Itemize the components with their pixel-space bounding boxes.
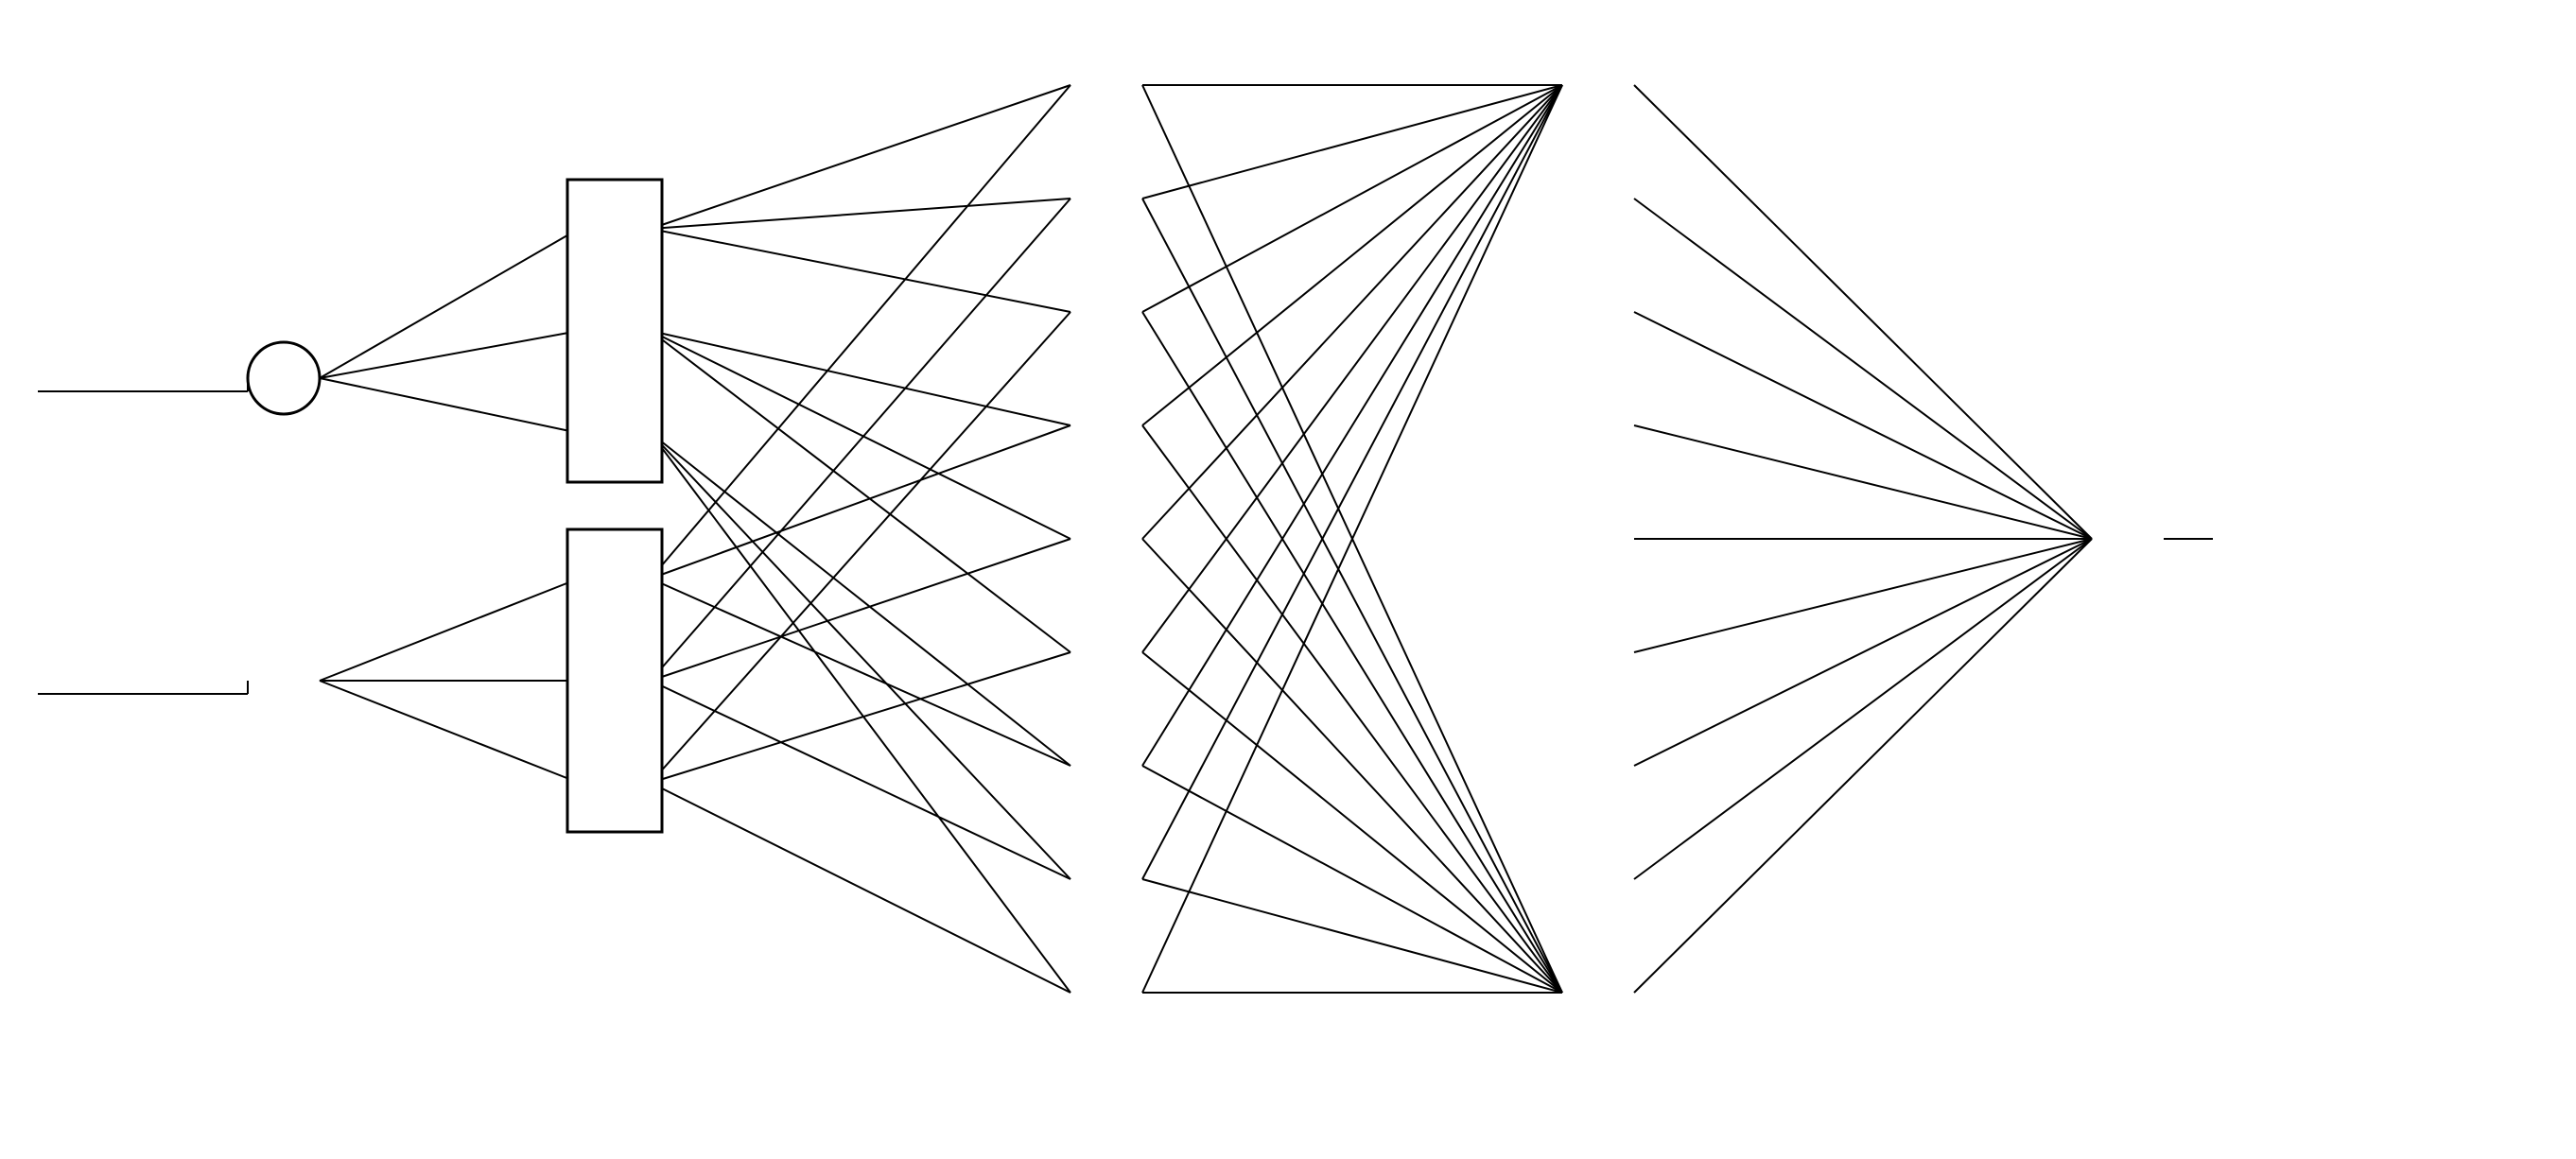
- anfis-diagram: [0, 0, 2576, 1159]
- mf-group-box: [567, 180, 662, 482]
- mf-group-box: [567, 529, 662, 832]
